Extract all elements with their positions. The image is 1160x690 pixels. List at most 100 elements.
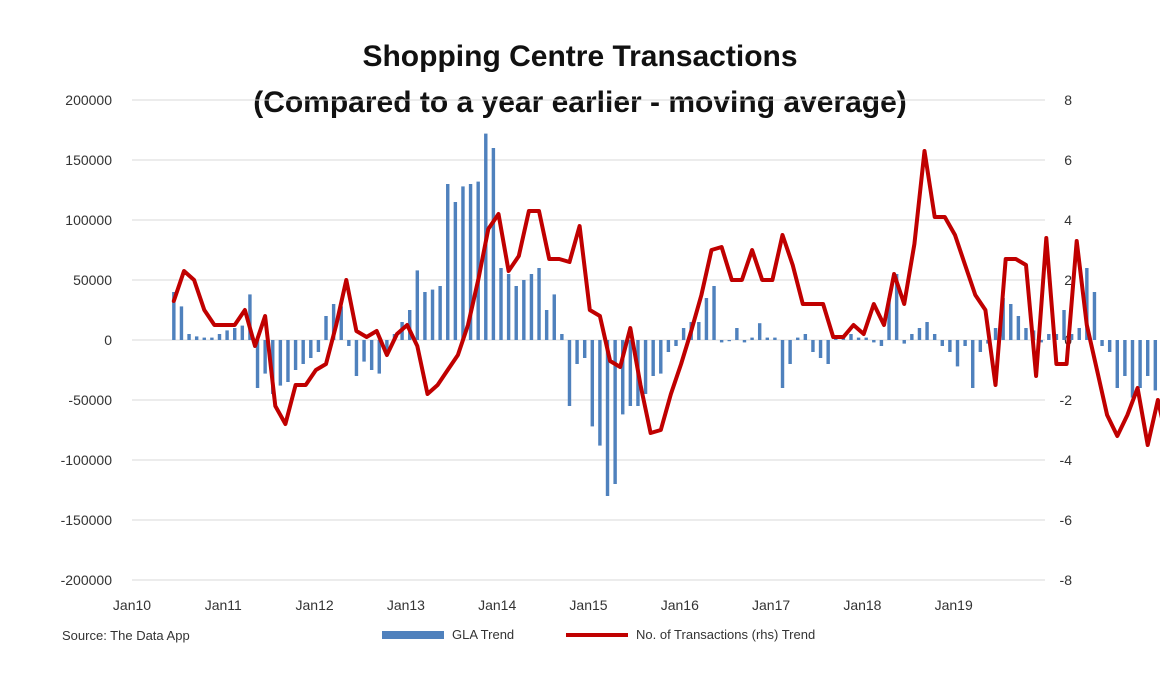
bar <box>605 340 610 496</box>
bar <box>1123 340 1127 376</box>
bar <box>674 340 678 346</box>
x-tick-label: Jan15 <box>569 597 607 613</box>
bar <box>240 325 245 340</box>
bar <box>598 340 602 446</box>
bar <box>811 340 815 352</box>
bar <box>887 298 891 340</box>
bar <box>567 340 572 406</box>
bar <box>552 294 556 340</box>
bar <box>248 294 252 340</box>
bar <box>940 340 944 346</box>
y-left-tick-label: -200000 <box>61 572 113 588</box>
bar <box>225 330 229 340</box>
x-tick-label: Jan11 <box>205 597 242 613</box>
bar <box>651 340 655 376</box>
bar <box>963 340 967 346</box>
bar <box>172 292 176 340</box>
chart-title: Shopping Centre Transactions <box>362 40 798 73</box>
bar <box>293 340 298 370</box>
bar <box>316 340 321 352</box>
bar <box>643 340 648 394</box>
y-right-tick-label: -4 <box>1060 452 1073 468</box>
bar <box>339 306 343 340</box>
bar <box>575 340 579 364</box>
bar <box>872 340 876 343</box>
bar <box>446 184 450 340</box>
y-left-tick-label: -150000 <box>61 512 113 528</box>
bar <box>255 340 260 388</box>
bar <box>894 274 899 340</box>
y-right-tick-label: 2 <box>1064 272 1072 288</box>
bar <box>529 274 534 340</box>
bar <box>362 340 366 362</box>
bar <box>514 286 518 340</box>
bar <box>415 270 420 340</box>
bar <box>993 328 998 340</box>
line-series <box>171 149 1160 447</box>
legend-label-line: No. of Transactions (rhs) Trend <box>636 627 816 642</box>
bar <box>796 337 800 340</box>
bar <box>407 310 412 340</box>
x-tick-label: Jan19 <box>935 597 973 613</box>
bar <box>217 334 222 340</box>
bar <box>194 336 199 340</box>
bar <box>1077 328 1081 340</box>
bar <box>1146 340 1150 376</box>
chart-subtitle: (Compared to a year earlier - moving ave… <box>253 86 907 119</box>
bar <box>453 202 458 340</box>
bar <box>377 340 381 374</box>
bar <box>468 184 473 340</box>
bar <box>369 340 374 370</box>
bar <box>826 340 830 364</box>
bar <box>773 337 777 340</box>
bar <box>233 328 237 340</box>
bar <box>1138 340 1142 388</box>
y-left-tick-label: 200000 <box>65 92 112 108</box>
x-tick-label: Jan18 <box>843 597 881 613</box>
x-tick-label: Jan13 <box>387 597 425 613</box>
bar <box>1085 268 1089 340</box>
y-left-tick-label: 0 <box>104 332 112 348</box>
y-right-tick-label: -8 <box>1060 572 1073 588</box>
bar <box>1115 340 1119 388</box>
bar <box>719 340 724 343</box>
bar <box>818 340 823 358</box>
bar <box>522 280 526 340</box>
bar <box>278 340 283 386</box>
bar <box>1039 340 1043 343</box>
x-tick-label: Jan17 <box>752 597 790 613</box>
y-left-tick-label: 150000 <box>65 152 112 168</box>
y-right-tick-label: -2 <box>1060 392 1073 408</box>
bar <box>499 268 503 340</box>
bar <box>856 337 861 340</box>
bar <box>932 334 937 340</box>
bar <box>978 340 983 352</box>
bar <box>765 337 770 340</box>
x-tick-label: Jan12 <box>296 597 334 613</box>
bar <box>1069 334 1074 340</box>
bar <box>621 340 625 415</box>
bar <box>1062 310 1066 340</box>
bar <box>727 340 731 342</box>
bar <box>735 328 739 340</box>
bar <box>681 328 686 340</box>
bar <box>430 289 435 340</box>
bar <box>476 181 480 340</box>
bar <box>1024 328 1028 340</box>
bar <box>461 186 465 340</box>
bar <box>788 340 792 364</box>
y-left-tick-label: -100000 <box>61 452 113 468</box>
source-note: Source: The Data App <box>62 628 190 643</box>
bar <box>354 340 359 376</box>
bar <box>803 334 808 340</box>
bar <box>666 340 671 352</box>
bar <box>210 337 214 340</box>
bar <box>1092 292 1097 340</box>
bar <box>187 334 191 340</box>
bar <box>560 334 564 340</box>
bar <box>971 340 975 388</box>
legend-item-line: No. of Transactions (rhs) Trend <box>566 627 815 642</box>
bar <box>438 286 442 340</box>
bar <box>385 340 389 352</box>
bar <box>324 316 328 340</box>
